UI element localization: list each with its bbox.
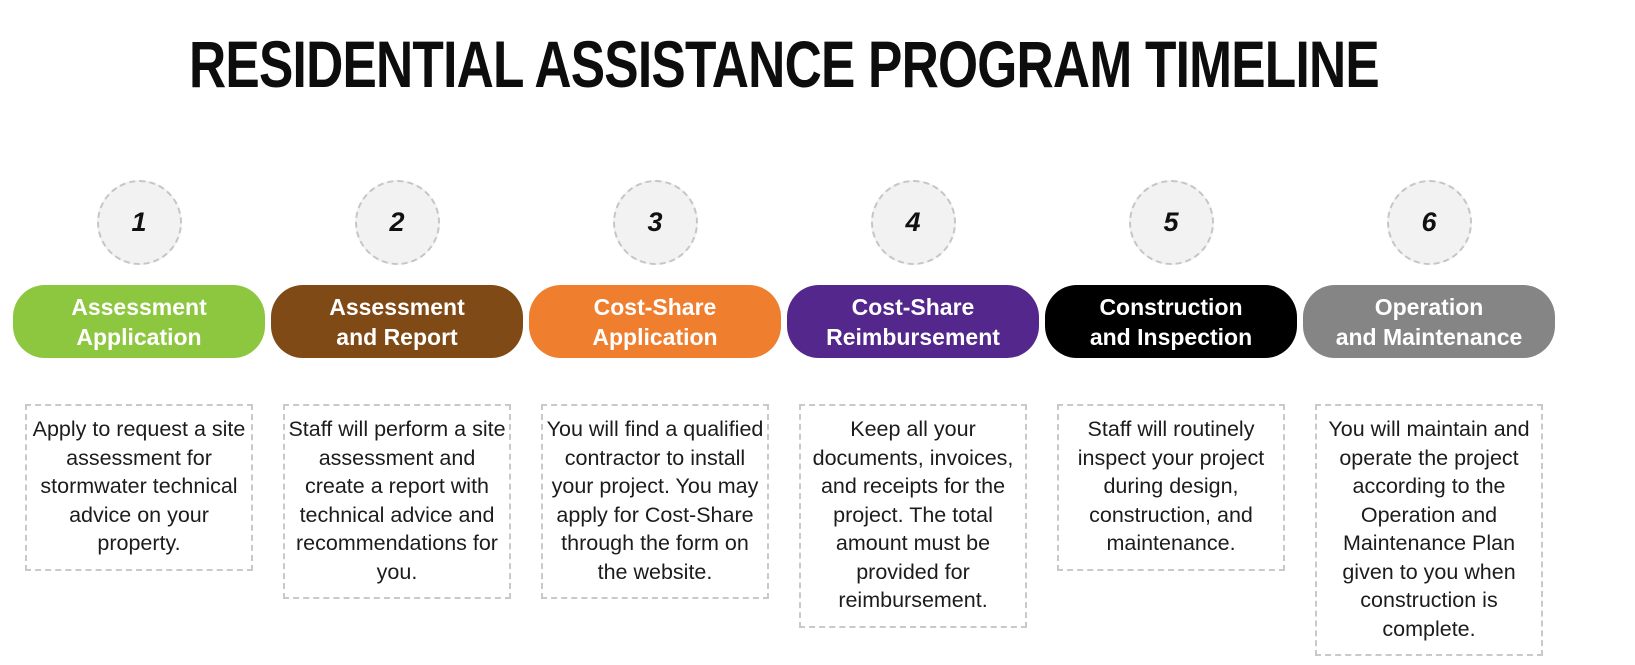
step-number: 1 — [131, 207, 147, 237]
step-description: Staff will routinely inspect your projec… — [1057, 404, 1285, 571]
step-description: You will find a qualified contractor to … — [541, 404, 769, 599]
step-pill: Assessment and Report — [271, 285, 523, 358]
step-number: 6 — [1421, 207, 1437, 237]
step-column-2: 2 Assessment and Report Staff will perfo… — [268, 180, 526, 656]
step-pill: Cost-Share Reimbursement — [787, 285, 1039, 358]
step-number-circle: 6 — [1386, 180, 1472, 265]
step-column-4: 4 Cost-Share Reimbursement Keep all your… — [784, 180, 1042, 656]
step-pill-label-line2: Reimbursement — [826, 323, 1000, 350]
step-pill-label-line2: and Report — [336, 323, 458, 350]
step-pill: Cost-Share Application — [529, 285, 781, 358]
step-pill-label-line2: Application — [76, 323, 202, 350]
step-number: 4 — [905, 207, 921, 237]
step-number: 3 — [647, 207, 663, 237]
step-pill-label-line1: Cost-Share — [851, 293, 975, 320]
step-number: 5 — [1163, 207, 1179, 237]
step-column-3: 3 Cost-Share Application You will find a… — [526, 180, 784, 656]
step-description: Apply to request a site assessment for s… — [25, 404, 253, 571]
step-number-circle: 4 — [870, 180, 956, 265]
step-pill-label-line1: Construction — [1099, 293, 1243, 320]
step-pill-label-line1: Assessment — [71, 293, 207, 320]
step-column-1: 1 Assessment Application Apply to reques… — [10, 180, 268, 656]
step-number-circle: 3 — [612, 180, 698, 265]
step-description: You will maintain and operate the projec… — [1315, 404, 1543, 656]
step-pill-label-line1: Cost-Share — [593, 293, 717, 320]
step-number-circle: 1 — [96, 180, 182, 265]
step-number-circle: 2 — [354, 180, 440, 265]
step-pill-label-line1: Operation — [1374, 293, 1484, 320]
step-description: Staff will perform a site assessment and… — [283, 404, 511, 599]
step-pill-label-line1: Assessment — [329, 293, 465, 320]
step-pill-label-line2: and Inspection — [1089, 323, 1253, 350]
timeline-strip: 1 Assessment Application Apply to reques… — [10, 180, 1558, 656]
step-pill: Construction and Inspection — [1045, 285, 1297, 358]
step-pill: Assessment Application — [13, 285, 265, 358]
step-pill: Operation and Maintenance — [1303, 285, 1555, 358]
step-pill-label-line2: Application — [592, 323, 718, 350]
step-pill-label-line2: and Maintenance — [1335, 323, 1523, 350]
step-description: Keep all your documents, invoices, and r… — [799, 404, 1027, 628]
step-number: 2 — [389, 207, 405, 237]
step-number-circle: 5 — [1128, 180, 1214, 265]
page-title: RESIDENTIAL ASSISTANCE PROGRAM TIMELINE — [189, 27, 1380, 101]
step-column-5: 5 Construction and Inspection Staff will… — [1042, 180, 1300, 656]
step-column-6: 6 Operation and Maintenance You will mai… — [1300, 180, 1558, 656]
